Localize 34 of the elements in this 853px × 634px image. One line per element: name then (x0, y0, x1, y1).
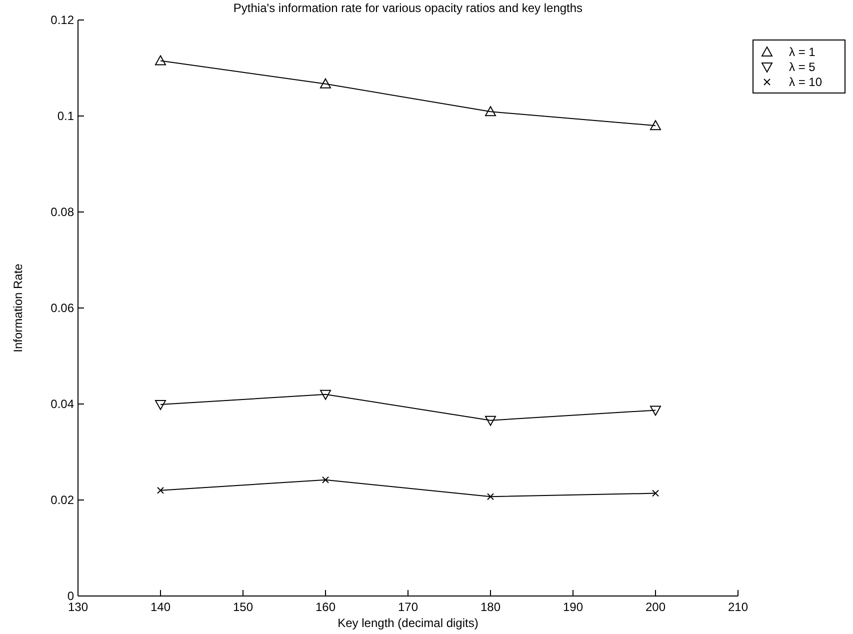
point (485, 106, 496, 116)
x-tick-label: 140 (150, 600, 171, 614)
point (485, 416, 496, 426)
x-tick-label: 200 (645, 600, 666, 614)
legend-label: λ = 5 (789, 60, 816, 74)
y-tick-label: 0.04 (50, 397, 74, 411)
chart-title: Pythia's information rate for various opacity ratios and key lengths (233, 1, 583, 15)
point (157, 486, 164, 494)
y-tick-label: 0 (67, 589, 74, 603)
point (322, 476, 329, 484)
x-axis-title: Key length (decimal digits) (338, 616, 478, 630)
y-tick-label: 0.02 (50, 493, 74, 507)
x-tick-label: 130 (68, 600, 88, 614)
point (320, 78, 331, 88)
point (650, 406, 661, 416)
x-tick-label: 210 (728, 600, 748, 614)
point (652, 490, 659, 497)
x-tick-label: 170 (398, 600, 418, 614)
point (650, 120, 661, 130)
point (155, 55, 166, 66)
y-tick-label: 0.12 (50, 13, 74, 27)
y-axis-title: Information Rate (11, 263, 25, 352)
y-tick-label: 0.06 (50, 301, 74, 315)
x-tick-label: 160 (315, 600, 336, 614)
y-tick-label: 0.08 (50, 205, 74, 219)
point (320, 390, 331, 400)
point (155, 400, 166, 410)
legend-label: λ = 1 (789, 45, 816, 59)
point (487, 493, 494, 500)
legend-label: λ = 10 (789, 75, 822, 89)
x-tick-label: 180 (480, 600, 501, 614)
x-tick-label: 190 (562, 600, 584, 614)
y-tick-label: 0.1 (57, 109, 74, 123)
x-tick-label: 150 (232, 600, 254, 614)
